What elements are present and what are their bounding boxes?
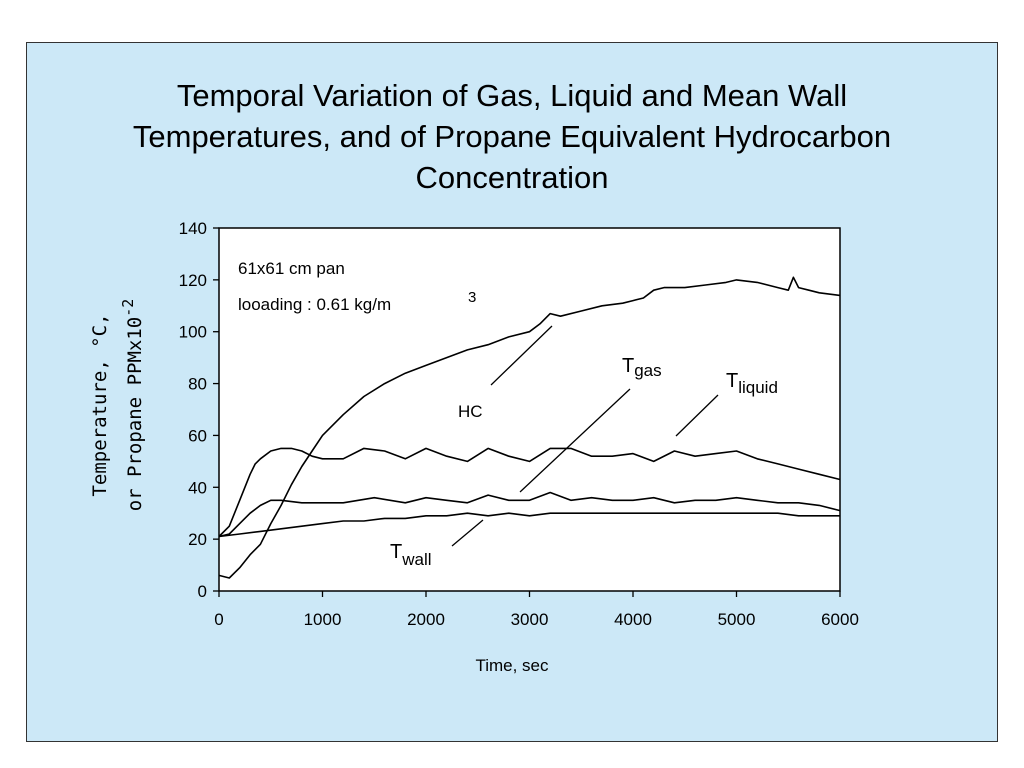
pan-size-annotation: 61x61 cm pan [238, 259, 345, 278]
plot-area [218, 227, 841, 592]
hc-leader-line [490, 325, 553, 386]
loading-exponent: 3 [468, 289, 476, 306]
x-axis-label: Time, sec [475, 656, 549, 675]
wall-leader-line [451, 519, 484, 547]
series-line-wall [218, 512, 840, 538]
x-tick-label: 5000 [718, 610, 756, 629]
series-line-gas [218, 447, 841, 538]
y-tick-label: 0 [198, 582, 207, 601]
gas-leader-line [519, 388, 631, 493]
series-group [218, 276, 841, 579]
x-tick-label: 2000 [407, 610, 445, 629]
y-tick-label: 140 [179, 219, 207, 238]
y-tick-label: 40 [188, 478, 207, 497]
y-tick-label: 60 [188, 426, 207, 445]
y-tick-label: 120 [179, 271, 207, 290]
x-axis: 0 1000 2000 3000 4000 5000 6000 [214, 591, 859, 629]
liquid-leader-line [675, 394, 719, 437]
hc-label: HC [458, 402, 483, 421]
x-tick-label: 0 [214, 610, 223, 629]
y-axis-label-line-2: or Propane PPMx10-2 [119, 299, 146, 512]
y-tick-label: 100 [179, 323, 207, 342]
x-tick-label: 4000 [614, 610, 652, 629]
wall-label: Twall [390, 541, 432, 569]
series-line-hc [218, 276, 841, 579]
loading-annotation: looading : 0.61 kg/m [238, 295, 391, 314]
x-tick-label: 1000 [304, 610, 342, 629]
chart-title: Temporal Variation of Gas, Liquid and Me… [27, 75, 997, 198]
y-axis-label-line-1: Temperature, °C, [89, 313, 111, 496]
x-tick-label: 6000 [821, 610, 859, 629]
title-line-1: Temporal Variation of Gas, Liquid and Me… [176, 78, 848, 113]
y-tick-label: 20 [188, 530, 207, 549]
gas-label: Tgas [622, 355, 662, 380]
y-axis: 0 20 40 60 80 100 120 140 [179, 219, 219, 601]
x-tick-label: 3000 [511, 610, 549, 629]
title-line-2: Temperatures, and of Propane Equivalent … [132, 119, 892, 154]
y-tick-label: 80 [188, 375, 207, 394]
liquid-label: Tliquid [726, 370, 778, 397]
title-line-3: Concentration [415, 160, 609, 195]
series-line-liquid [218, 491, 841, 538]
y-axis-label: Temperature, °C, or Propane PPMx10-2 [89, 299, 146, 512]
